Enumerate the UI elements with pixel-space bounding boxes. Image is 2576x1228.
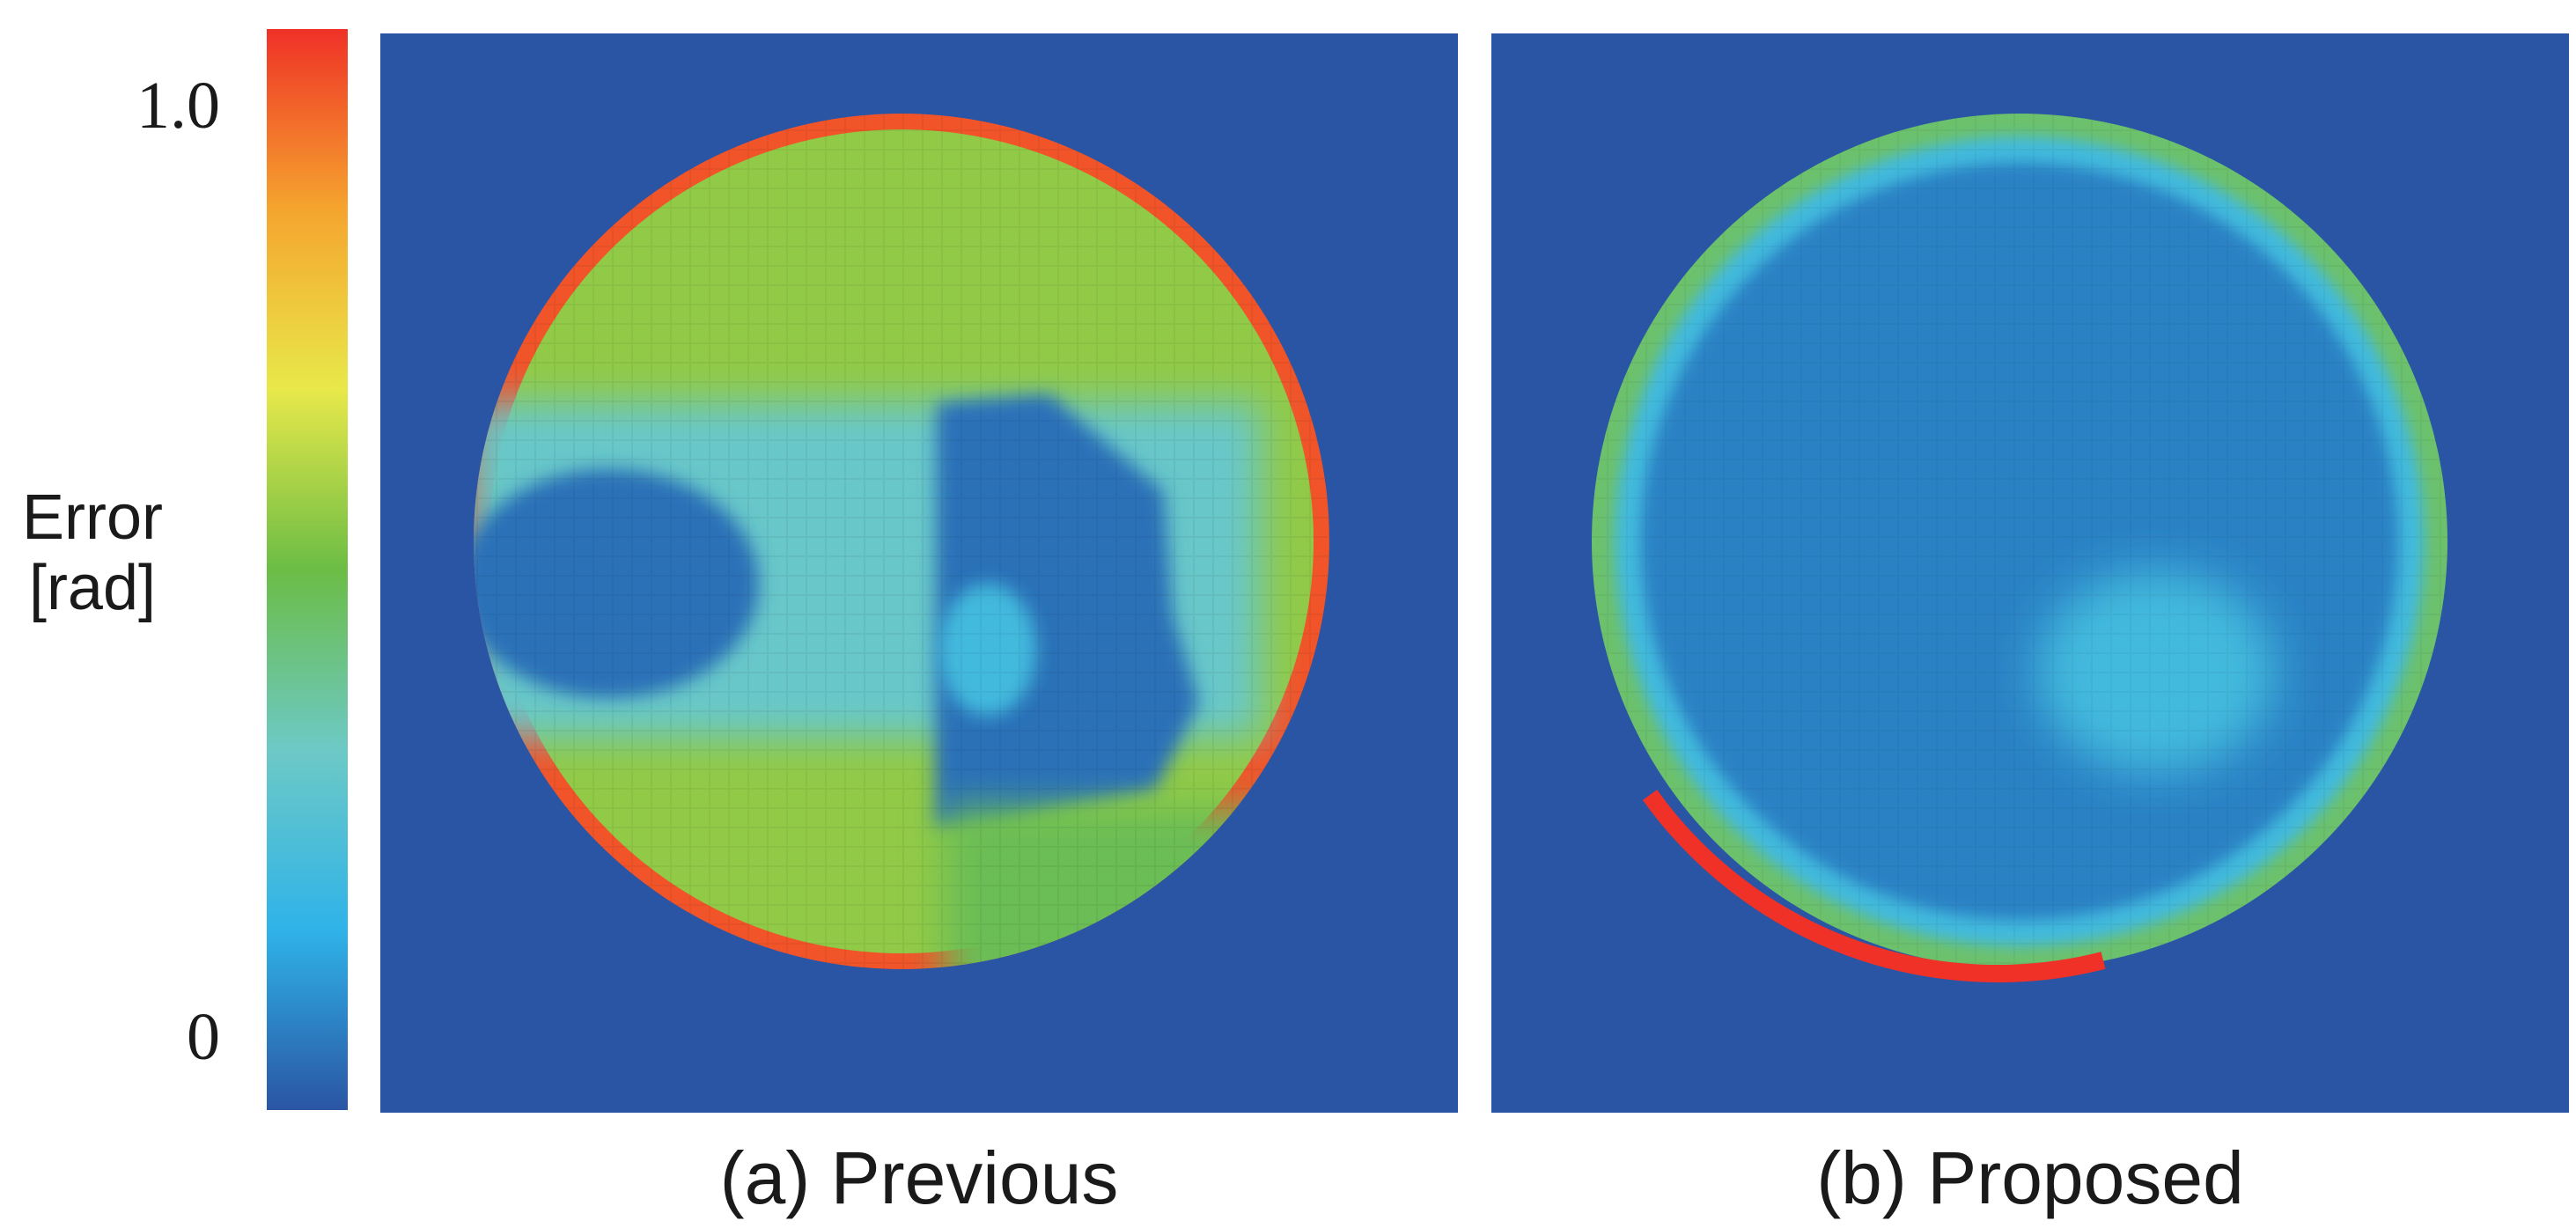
colorbar-label-line1: Error [22,482,163,553]
heatmap-previous-svg [380,33,1458,1113]
panel-b-lower-left-red-arc [1642,790,2106,982]
colorbar [267,29,348,1110]
caption-previous: (a) Previous [719,1136,1119,1219]
heatmap-proposed-svg [1491,33,2569,1113]
colorbar-tick-min: 0 [187,1000,220,1074]
caption-proposed: (b) Proposed [1816,1136,2244,1219]
heatmap-panel-previous [380,33,1458,1113]
heatmap-panel-proposed [1491,33,2569,1113]
colorbar-tick-max: 1.0 [136,69,220,143]
colorbar-label-line2: [rad] [28,553,157,623]
